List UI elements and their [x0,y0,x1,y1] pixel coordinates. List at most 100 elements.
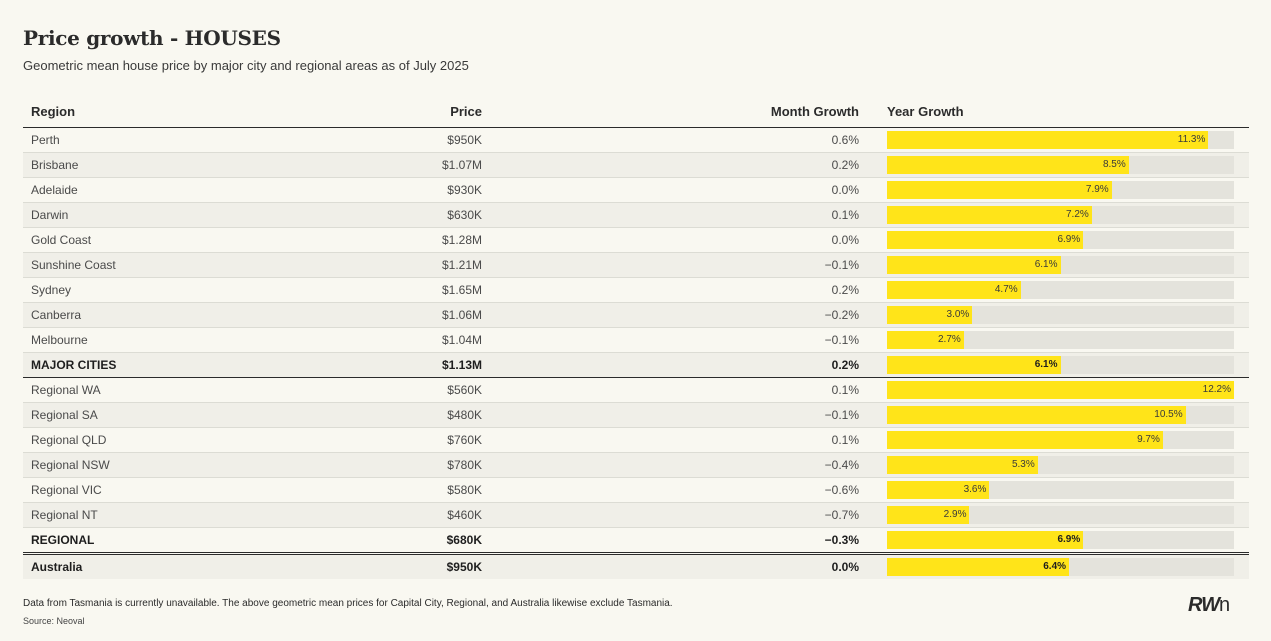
year-growth-bar: 12.2% [887,381,1234,399]
price-cell: $630K [447,208,482,222]
year-growth-bar: 6.1% [887,256,1061,274]
price-cell: $1.06M [441,308,482,322]
table-row: MAJOR CITIES $1.13M 0.2% 6.1% [23,353,1249,378]
price-cell: $950K [447,133,482,147]
year-growth-track: 11.3% [887,131,1234,149]
table-row: Gold Coast $1.28M 0.0% 6.9% [23,228,1249,253]
table-body: Perth $950K 0.6% 11.3% Brisbane $1.07M 0.2% 8.5… [23,128,1249,579]
month-growth-cell: 0.1% [831,383,859,397]
year-growth-track: 6.1% [887,356,1234,374]
month-growth-cell: 0.2% [831,158,859,172]
year-growth-bar: 3.6% [887,481,990,499]
logo-main: RW [1188,594,1220,616]
month-growth-cell: 0.0% [831,183,859,197]
month-growth-cell: −0.6% [824,483,859,497]
year-growth-label: 8.5% [1102,159,1126,170]
year-growth-bar: 8.5% [887,156,1129,174]
price-cell: $560K [447,383,482,397]
region-cell: Sunshine Coast [31,258,116,272]
year-growth-label: 10.5% [1154,409,1183,420]
region-cell: Regional QLD [31,433,107,447]
table-row: Melbourne $1.04M −0.1% 2.7% [23,328,1249,353]
price-cell: $680K [446,533,482,547]
region-cell: Darwin [31,208,69,222]
year-growth-label: 7.2% [1065,209,1089,220]
year-growth-bar: 2.9% [887,506,970,524]
year-growth-bar: 7.9% [887,181,1112,199]
table-row: Regional VIC $580K −0.6% 3.6% [23,478,1249,503]
price-cell: $480K [447,408,482,422]
price-cell: $1.13M [441,358,482,372]
year-growth-label: 2.7% [937,334,961,345]
price-cell: $1.04M [441,333,482,347]
table-row: Regional NT $460K −0.7% 2.9% [23,503,1249,528]
year-growth-label: 12.2% [1202,384,1231,395]
month-growth-cell: 0.0% [831,233,859,247]
chart-title: Price growth - HOUSES [23,26,281,50]
price-cell: $930K [447,183,482,197]
year-growth-bar: 11.3% [887,131,1209,149]
footnote: Data from Tasmania is currently unavaila… [23,598,673,609]
month-growth-cell: 0.0% [831,560,859,574]
table-row: Regional SA $480K −0.1% 10.5% [23,403,1249,428]
year-growth-track: 9.7% [887,431,1234,449]
table-row: Sydney $1.65M 0.2% 4.7% [23,278,1249,303]
table-row: Sunshine Coast $1.21M −0.1% 6.1% [23,253,1249,278]
year-growth-label: 6.9% [1057,234,1081,245]
table-row: Regional NSW $780K −0.4% 5.3% [23,453,1249,478]
month-growth-cell: −0.1% [824,258,859,272]
month-growth-cell: −0.1% [824,408,859,422]
region-cell: REGIONAL [31,533,95,547]
region-cell: Melbourne [31,333,88,347]
price-cell: $1.07M [441,158,482,172]
month-growth-cell: −0.7% [824,508,859,522]
year-growth-label: 5.3% [1011,459,1035,470]
year-growth-track: 4.7% [887,281,1234,299]
year-growth-track: 3.6% [887,481,1234,499]
year-growth-track: 6.9% [887,231,1234,249]
table-row: Darwin $630K 0.1% 7.2% [23,203,1249,228]
year-growth-label: 9.7% [1137,434,1160,445]
year-growth-track: 7.2% [887,206,1234,224]
month-growth-cell: −0.4% [824,458,859,472]
year-growth-track: 2.7% [887,331,1234,349]
header-price: Price [450,104,482,119]
region-cell: Regional SA [31,408,98,422]
table-row: Perth $950K 0.6% 11.3% [23,128,1249,153]
year-growth-track: 8.5% [887,156,1234,174]
price-cell: $780K [447,458,482,472]
year-growth-track: 12.2% [887,381,1234,399]
region-cell: Brisbane [31,158,79,172]
year-growth-label: 11.3% [1177,134,1206,145]
region-cell: Australia [31,560,83,574]
year-growth-bar: 9.7% [887,431,1163,449]
month-growth-cell: −0.2% [824,308,859,322]
region-cell: Gold Coast [31,233,92,247]
table-row: Canberra $1.06M −0.2% 3.0% [23,303,1249,328]
year-growth-track: 6.1% [887,256,1234,274]
year-growth-track: 6.4% [887,558,1234,576]
table-row: Regional QLD $760K 0.1% 9.7% [23,428,1249,453]
region-cell: Perth [31,133,60,147]
region-cell: Adelaide [31,183,78,197]
year-growth-bar: 5.3% [887,456,1038,474]
header-year-growth: Year Growth [887,104,964,119]
region-cell: Regional NSW [31,458,110,472]
year-growth-label: 6.9% [1057,534,1081,545]
region-cell: Regional WA [31,383,101,397]
price-cell: $950K [446,560,482,574]
brand-logo: RWn [1188,594,1230,617]
year-growth-bar: 3.0% [887,306,973,324]
year-growth-bar: 2.7% [887,331,964,349]
price-cell: $580K [447,483,482,497]
header-region: Region [31,104,76,119]
month-growth-cell: −0.1% [824,333,859,347]
year-growth-track: 7.9% [887,181,1234,199]
year-growth-track: 6.9% [887,531,1234,549]
month-growth-cell: 0.1% [831,208,859,222]
region-cell: Regional VIC [31,483,102,497]
table-row: Adelaide $930K 0.0% 7.9% [23,178,1249,203]
year-growth-bar: 7.2% [887,206,1092,224]
year-growth-label: 3.0% [946,309,970,320]
year-growth-track: 5.3% [887,456,1234,474]
